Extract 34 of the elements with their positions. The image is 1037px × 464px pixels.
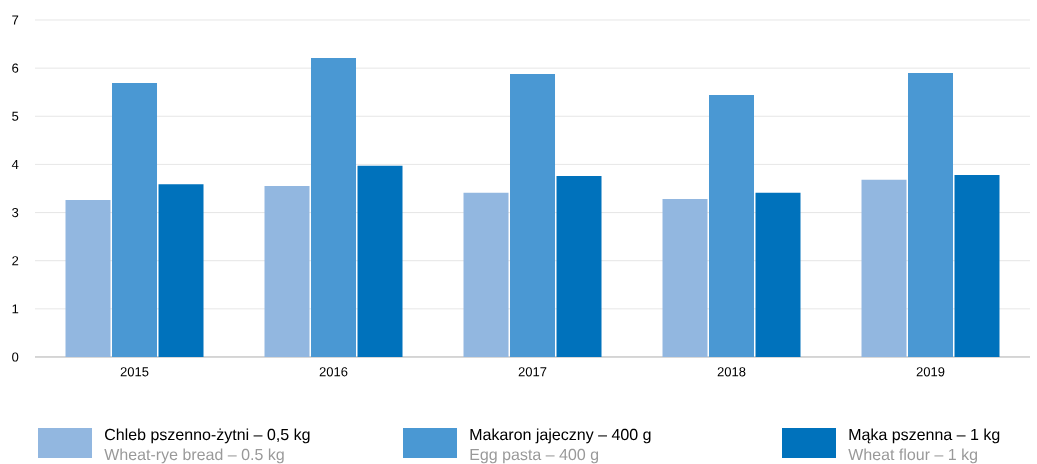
- bar: [755, 192, 801, 357]
- y-tick-label: 3: [12, 207, 19, 218]
- bar: [861, 179, 907, 357]
- legend-label: Mąka pszenna – 1 kg: [849, 428, 1000, 444]
- bar: [311, 58, 357, 357]
- text: Wheat flour – 1 kg: [848, 448, 977, 464]
- bar: [709, 95, 755, 357]
- y-tick-label: 5: [12, 111, 19, 121]
- y-tick-label: 4: [11, 159, 19, 169]
- x-tick-label: 2017: [518, 367, 547, 377]
- bar: [954, 175, 1000, 357]
- text: Egg pasta – 400 g: [470, 448, 599, 464]
- y-tick-label: 0: [12, 352, 19, 362]
- bar: [65, 200, 111, 357]
- legend-label: Chleb pszenno-żytni – 0,5 kg: [105, 428, 310, 444]
- x-tick-label: 2016: [319, 367, 348, 377]
- bar: [463, 192, 509, 357]
- y-tick-label: 6: [12, 63, 19, 73]
- y-tick-label: 1: [12, 304, 19, 314]
- y-tick-label: 7: [12, 15, 19, 25]
- bar: [357, 165, 403, 357]
- bar: [264, 186, 310, 357]
- bar: [662, 199, 708, 357]
- x-tick-label: 2015: [120, 367, 149, 377]
- text: Wheat-rye bread – 0.5 kg: [104, 448, 284, 464]
- y-tick-label: 2: [12, 256, 19, 266]
- x-tick-label: 2019: [916, 367, 945, 377]
- legend-label: Makaron jajeczny – 400 g: [470, 428, 651, 444]
- bar: [112, 83, 158, 357]
- bar: [510, 73, 556, 357]
- x-tick-label: 2018: [717, 367, 746, 377]
- bar: [908, 72, 954, 357]
- bar: [158, 184, 204, 357]
- bar: [556, 175, 602, 357]
